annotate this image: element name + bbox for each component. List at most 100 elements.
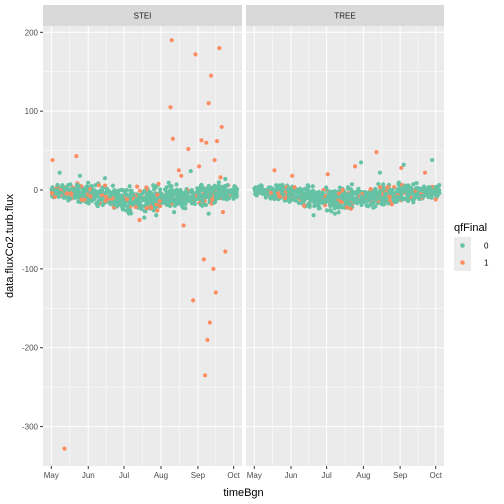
point-qf-0 (377, 191, 382, 196)
point-qf-1 (276, 191, 281, 196)
point-qf-0 (406, 185, 412, 190)
point-qf-0 (198, 187, 203, 193)
x-tick-label: Aug (356, 471, 370, 480)
point-qf-0 (74, 182, 79, 187)
point-qf-1 (186, 146, 191, 152)
point-qf-1 (210, 197, 215, 202)
point-qf-0 (191, 200, 196, 205)
point-qf-0 (316, 206, 321, 211)
point-qf-0 (124, 208, 129, 213)
point-qf-1 (325, 172, 330, 177)
point-qf-1 (290, 173, 295, 178)
point-qf-1 (103, 194, 108, 199)
point-qf-1 (205, 337, 210, 342)
point-qf-0 (220, 184, 225, 189)
point-qf-1 (79, 197, 84, 202)
point-qf-0 (273, 194, 278, 199)
point-qf-0 (337, 195, 342, 200)
point-qf-0 (386, 201, 391, 206)
point-qf-0 (100, 186, 105, 191)
point-qf-0 (325, 199, 330, 204)
point-qf-0 (433, 192, 438, 197)
point-qf-1 (283, 195, 288, 200)
point-qf-1 (218, 175, 223, 180)
point-qf-0 (84, 184, 89, 189)
point-qf-0 (433, 184, 438, 190)
point-qf-0 (268, 185, 273, 190)
point-qf-0 (206, 211, 211, 216)
point-qf-0 (102, 176, 108, 181)
point-qf-0 (414, 180, 419, 186)
point-qf-0 (311, 213, 316, 218)
point-qf-0 (166, 200, 171, 206)
point-qf-0 (163, 186, 168, 192)
point-qf-0 (348, 187, 354, 192)
point-qf-0 (399, 195, 404, 200)
point-qf-1 (340, 187, 345, 193)
y-tick-label: -200 (22, 344, 39, 353)
point-qf-1 (211, 266, 216, 271)
point-qf-0 (57, 170, 62, 175)
point-qf-1 (201, 257, 206, 262)
point-qf-0 (99, 189, 104, 194)
point-qf-0 (359, 194, 364, 199)
point-qf-0 (98, 197, 103, 202)
point-qf-1 (124, 197, 130, 202)
point-qf-0 (73, 188, 78, 193)
point-qf-1 (206, 101, 211, 106)
point-qf-0 (253, 192, 258, 197)
point-qf-1 (155, 192, 160, 197)
x-tick-label: Jun (285, 471, 298, 480)
point-qf-0 (396, 188, 401, 193)
point-qf-0 (183, 206, 188, 211)
point-qf-0 (306, 202, 311, 207)
point-qf-0 (333, 195, 338, 200)
point-qf-0 (381, 182, 386, 187)
point-qf-0 (383, 193, 388, 198)
legend-key-1 (460, 260, 465, 265)
point-qf-1 (154, 202, 159, 207)
point-qf-0 (391, 191, 396, 197)
point-qf-1 (217, 45, 222, 51)
point-qf-1 (336, 191, 342, 196)
point-qf-0 (368, 197, 373, 202)
point-qf-0 (399, 191, 404, 196)
point-qf-1 (155, 208, 160, 213)
point-qf-1 (102, 183, 108, 188)
point-qf-0 (265, 191, 270, 197)
point-qf-1 (179, 173, 184, 178)
point-qf-0 (230, 194, 235, 199)
point-qf-0 (58, 190, 63, 195)
point-qf-1 (433, 197, 438, 202)
facet-label-stei: STEI (134, 12, 152, 21)
point-qf-0 (405, 195, 410, 200)
point-qf-0 (381, 202, 387, 207)
point-qf-0 (184, 194, 189, 199)
point-qf-1 (135, 184, 140, 189)
point-qf-1 (389, 202, 394, 207)
point-qf-0 (437, 190, 442, 195)
point-qf-1 (202, 373, 208, 378)
point-qf-0 (312, 191, 317, 196)
point-qf-0 (295, 194, 300, 200)
gridlines (43, 26, 444, 466)
point-qf-0 (106, 188, 111, 194)
point-qf-0 (356, 199, 361, 205)
point-qf-0 (133, 199, 138, 204)
point-qf-0 (347, 202, 352, 207)
x-tick-label: May (44, 471, 59, 480)
point-qf-1 (176, 168, 181, 173)
point-qf-0 (308, 199, 313, 204)
point-qf-1 (368, 186, 373, 192)
point-qf-0 (390, 187, 395, 192)
point-qf-0 (142, 215, 147, 220)
point-qf-0 (268, 196, 273, 201)
point-qf-0 (331, 201, 336, 206)
point-qf-0 (305, 183, 310, 188)
point-qf-0 (358, 160, 364, 165)
point-qf-0 (124, 187, 129, 193)
point-qf-0 (332, 211, 338, 216)
point-qf-1 (385, 185, 390, 190)
facet-label-tree: TREE (334, 12, 355, 21)
